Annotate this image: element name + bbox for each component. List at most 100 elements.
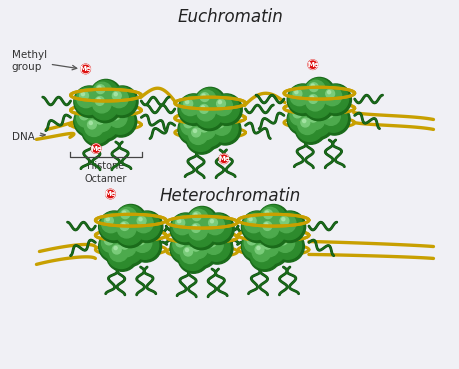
Text: Methyl
group: Methyl group [11,50,77,72]
Circle shape [171,234,198,261]
Circle shape [274,211,305,242]
Circle shape [84,118,103,137]
Circle shape [218,100,221,104]
Circle shape [95,97,104,106]
Circle shape [193,99,225,131]
Circle shape [305,92,324,111]
Circle shape [280,216,288,225]
Circle shape [196,102,215,121]
Circle shape [186,124,214,151]
Circle shape [180,245,199,263]
Circle shape [111,111,120,120]
Circle shape [114,216,146,248]
Circle shape [201,124,204,128]
Circle shape [109,243,128,262]
Text: Me: Me [90,145,102,152]
Circle shape [286,84,318,115]
Circle shape [263,210,272,218]
Circle shape [131,232,158,259]
Circle shape [296,114,323,141]
Circle shape [308,60,317,69]
Circle shape [117,238,136,256]
Circle shape [292,89,301,98]
Circle shape [97,98,100,101]
Circle shape [276,214,295,233]
Circle shape [178,242,209,273]
Circle shape [74,86,105,117]
Circle shape [286,104,318,135]
Circle shape [170,213,201,244]
Circle shape [185,218,217,250]
Circle shape [108,108,127,127]
Circle shape [81,64,90,74]
Circle shape [290,107,308,125]
Circle shape [310,84,313,87]
Circle shape [201,106,204,109]
Circle shape [122,223,125,226]
Circle shape [189,209,207,228]
Circle shape [212,116,231,135]
Circle shape [117,219,136,238]
Circle shape [258,206,286,233]
Circle shape [180,97,199,115]
Circle shape [106,189,115,199]
Circle shape [325,89,334,98]
Circle shape [91,80,118,108]
Circle shape [202,213,234,244]
Circle shape [116,206,143,233]
Circle shape [203,214,231,242]
Circle shape [215,119,224,128]
Circle shape [300,118,309,127]
Circle shape [120,240,129,249]
Circle shape [179,243,206,270]
Circle shape [200,93,208,101]
Circle shape [188,125,207,144]
Circle shape [178,94,209,125]
Circle shape [130,231,161,262]
Circle shape [318,104,349,135]
Circle shape [74,106,105,137]
Circle shape [211,95,239,123]
Circle shape [186,238,214,266]
Circle shape [114,235,146,266]
Text: DNA: DNA [11,132,45,142]
Circle shape [114,246,117,249]
Circle shape [241,211,272,242]
Circle shape [132,212,160,239]
Text: Histone
Octamer: Histone Octamer [84,161,127,184]
Circle shape [208,239,212,242]
Circle shape [112,91,121,100]
Circle shape [75,107,102,134]
Circle shape [171,214,198,242]
Circle shape [294,110,297,113]
Circle shape [106,86,138,117]
Circle shape [177,239,180,242]
Circle shape [302,89,334,121]
Circle shape [248,218,252,221]
Circle shape [320,85,348,113]
Text: Me: Me [104,191,116,197]
Circle shape [257,216,288,248]
Circle shape [114,93,117,96]
Circle shape [133,234,151,252]
Circle shape [185,248,188,252]
Circle shape [107,241,135,269]
Circle shape [193,118,225,149]
Circle shape [308,113,317,122]
Circle shape [104,236,113,245]
Circle shape [89,121,92,124]
Circle shape [241,231,272,262]
Circle shape [250,241,277,269]
Circle shape [185,237,217,268]
Circle shape [324,109,333,118]
Circle shape [96,85,105,94]
Circle shape [319,104,347,132]
Circle shape [202,234,230,261]
Circle shape [186,219,214,247]
Circle shape [185,123,217,154]
Circle shape [90,91,121,123]
Circle shape [264,242,267,245]
Circle shape [302,120,305,123]
Circle shape [242,232,269,259]
Circle shape [183,247,192,256]
